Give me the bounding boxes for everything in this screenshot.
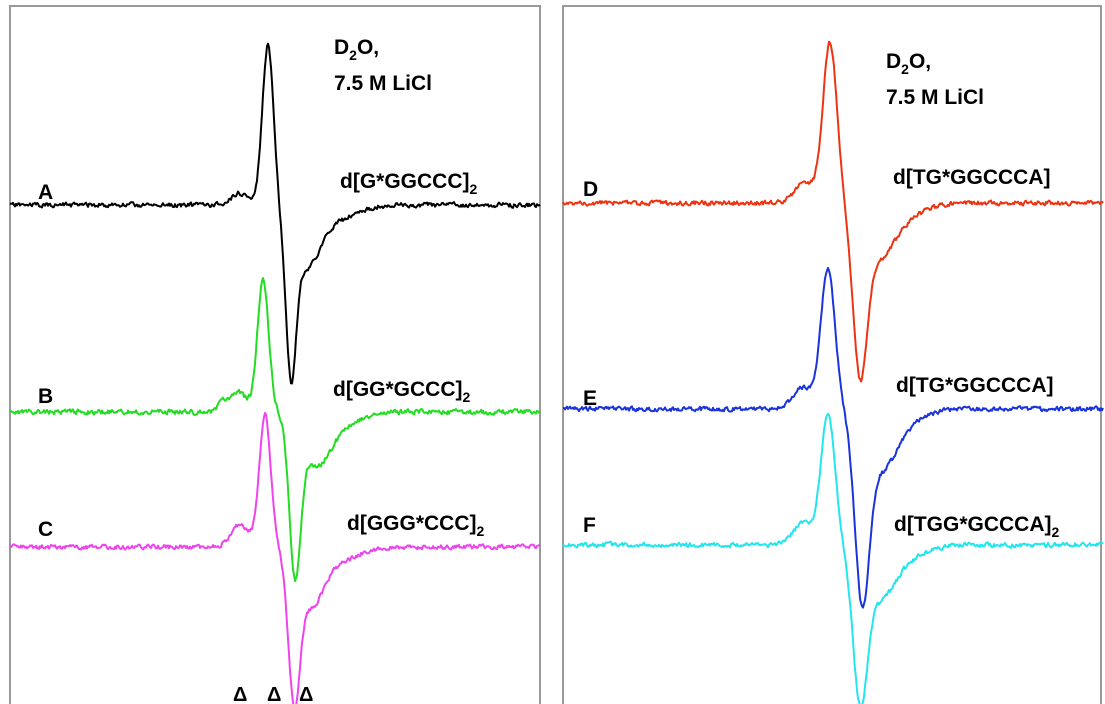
spectrum-B xyxy=(9,277,541,583)
series-letter-A: A xyxy=(38,181,53,204)
series-name-E: d[TG*GGCCCA] xyxy=(896,374,1053,397)
spectrum-C xyxy=(9,411,541,704)
series-letter-B: B xyxy=(38,385,53,408)
left-panel-spectra xyxy=(9,42,541,704)
series-name-C: d[GGG*CCC]2 xyxy=(347,512,485,539)
spectrum-F xyxy=(562,412,1104,704)
left-solvent-line2: 7.5 M LiCl xyxy=(334,72,432,95)
right-panel-frame xyxy=(562,5,1102,704)
spectrum-E xyxy=(562,266,1104,609)
series-letter-E: E xyxy=(583,387,597,410)
marker-triangle-3: Δ xyxy=(299,684,313,704)
marker-triangle-2: Δ xyxy=(267,684,281,704)
right-solvent-annotation: D2O, 7.5 M LiCl xyxy=(886,50,984,109)
left-solvent-annotation: D2O, 7.5 M LiCl xyxy=(334,36,432,95)
left-panel-frame xyxy=(9,5,541,704)
spectrum-A xyxy=(9,42,541,385)
series-letter-D: D xyxy=(583,178,598,201)
right-solvent-line1: D2O, xyxy=(886,50,931,77)
series-name-A: d[G*GGCCC]2 xyxy=(340,170,478,197)
series-letter-F: F xyxy=(583,514,596,537)
series-name-B: d[GG*GCCC]2 xyxy=(333,378,471,405)
spectrum-D xyxy=(562,40,1104,383)
series-name-D: d[TG*GGCCCA] xyxy=(893,166,1050,189)
left-solvent-line1: D2O, xyxy=(334,36,379,63)
series-letter-C: C xyxy=(38,518,53,541)
series-name-F: d[TGG*GCCCA]2 xyxy=(894,513,1059,540)
marker-triangle-1: Δ xyxy=(233,684,247,704)
right-solvent-line2: 7.5 M LiCl xyxy=(886,86,984,109)
right-panel-spectra xyxy=(562,40,1104,704)
